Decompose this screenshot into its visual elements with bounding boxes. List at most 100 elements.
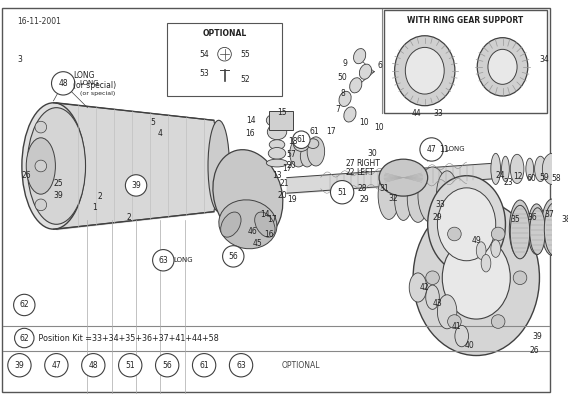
Text: 60: 60 [527, 174, 537, 183]
Circle shape [293, 131, 310, 148]
Text: 61: 61 [199, 361, 209, 370]
Text: 21: 21 [280, 179, 290, 188]
Ellipse shape [307, 139, 319, 148]
Ellipse shape [254, 212, 275, 237]
Ellipse shape [502, 156, 509, 182]
Text: 58: 58 [551, 174, 561, 183]
Ellipse shape [300, 146, 314, 167]
Text: 28: 28 [358, 184, 367, 193]
Text: 16-11-2001: 16-11-2001 [18, 17, 61, 26]
Text: 62: 62 [19, 300, 29, 310]
Ellipse shape [268, 148, 286, 159]
Ellipse shape [339, 91, 351, 106]
Text: 42: 42 [420, 283, 429, 292]
Text: 61: 61 [296, 135, 306, 144]
Circle shape [218, 47, 231, 61]
Ellipse shape [220, 212, 241, 237]
Text: (or special): (or special) [73, 81, 116, 90]
Text: LONG: LONG [80, 80, 99, 86]
Text: 10: 10 [360, 118, 369, 127]
Text: 40: 40 [465, 341, 474, 350]
Ellipse shape [269, 140, 285, 150]
Text: Position Kit =33+34+35+36+37+41+44+58: Position Kit =33+34+35+36+37+41+44+58 [36, 334, 219, 342]
Ellipse shape [426, 285, 439, 309]
Circle shape [223, 246, 244, 267]
Text: 46: 46 [248, 227, 258, 236]
Circle shape [156, 354, 179, 377]
Text: 29: 29 [433, 213, 442, 222]
Text: LONG: LONG [173, 257, 193, 263]
Text: 52: 52 [240, 75, 250, 84]
Ellipse shape [528, 204, 545, 254]
Text: 17: 17 [327, 128, 336, 136]
Ellipse shape [208, 120, 229, 212]
Text: 39: 39 [15, 361, 24, 370]
Circle shape [491, 315, 505, 328]
Text: 26: 26 [22, 171, 31, 180]
Ellipse shape [413, 200, 540, 356]
Text: 39: 39 [131, 181, 141, 190]
Text: 20: 20 [287, 162, 296, 170]
Text: 19: 19 [287, 196, 296, 204]
Ellipse shape [27, 108, 86, 224]
Text: LEFT: LEFT [357, 168, 375, 177]
Text: 20: 20 [277, 191, 287, 200]
Text: 53: 53 [199, 69, 209, 78]
Text: 49: 49 [471, 236, 481, 245]
Text: 38: 38 [562, 215, 568, 224]
Text: 24: 24 [496, 171, 506, 180]
Ellipse shape [395, 36, 455, 106]
Text: 25: 25 [53, 179, 63, 188]
Text: 14: 14 [261, 210, 270, 219]
Text: 56: 56 [162, 361, 172, 370]
Text: 35: 35 [510, 215, 520, 224]
Bar [167, 23, 282, 96]
Ellipse shape [542, 153, 562, 184]
Ellipse shape [477, 38, 528, 96]
Ellipse shape [353, 48, 366, 64]
Text: 51: 51 [337, 188, 347, 197]
Text: 57: 57 [287, 150, 296, 159]
Ellipse shape [266, 159, 288, 167]
Text: 31: 31 [379, 184, 389, 193]
Circle shape [513, 271, 527, 284]
Text: OPTIONAL: OPTIONAL [282, 361, 320, 370]
Circle shape [8, 354, 31, 377]
Ellipse shape [442, 236, 510, 319]
Circle shape [35, 121, 47, 133]
Ellipse shape [378, 171, 399, 220]
Text: 14: 14 [246, 116, 256, 125]
Text: 32: 32 [389, 194, 398, 202]
Text: 48: 48 [89, 361, 98, 370]
Text: 2: 2 [126, 213, 131, 222]
Ellipse shape [290, 140, 307, 167]
Bar [384, 10, 547, 112]
Ellipse shape [344, 107, 356, 122]
Circle shape [229, 354, 253, 377]
Ellipse shape [510, 154, 524, 184]
Text: 43: 43 [433, 298, 442, 308]
Text: 41: 41 [452, 322, 462, 331]
Ellipse shape [541, 199, 563, 256]
Ellipse shape [26, 138, 56, 194]
Circle shape [14, 294, 35, 316]
Text: 51: 51 [126, 361, 135, 370]
Ellipse shape [526, 158, 533, 180]
Text: 6: 6 [377, 61, 382, 70]
Text: 1: 1 [93, 203, 97, 212]
Ellipse shape [219, 200, 277, 249]
Text: 61: 61 [309, 128, 319, 136]
Circle shape [331, 180, 354, 204]
Ellipse shape [510, 205, 530, 259]
Text: 16: 16 [245, 130, 254, 138]
Circle shape [126, 175, 147, 196]
Text: LONG: LONG [445, 146, 465, 152]
Text: 34: 34 [540, 54, 549, 64]
Text: 7: 7 [335, 105, 340, 114]
Text: 50: 50 [337, 73, 347, 82]
Text: 12: 12 [513, 172, 523, 181]
Text: 47: 47 [427, 145, 436, 154]
Ellipse shape [213, 150, 283, 240]
Ellipse shape [360, 64, 371, 79]
Text: 26: 26 [530, 346, 540, 355]
